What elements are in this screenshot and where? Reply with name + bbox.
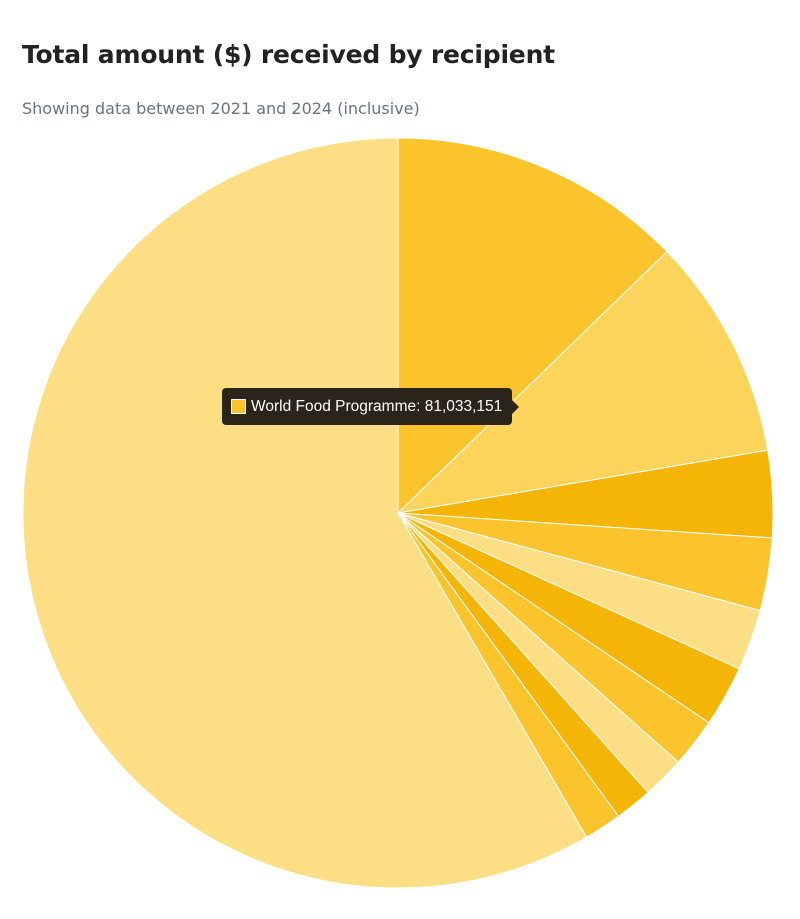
tooltip-text: World Food Programme: 81,033,151 — [251, 397, 503, 415]
chart-subtitle: Showing data between 2021 and 2024 (incl… — [22, 99, 420, 118]
slice-tooltip: World Food Programme: 81,033,151 — [222, 388, 520, 425]
pie-slice-2[interactable] — [396, 250, 769, 514]
pie-slice-11[interactable] — [22, 137, 588, 889]
chart-title: Total amount ($) received by recipient — [22, 40, 555, 69]
tooltip-swatch — [231, 399, 246, 414]
